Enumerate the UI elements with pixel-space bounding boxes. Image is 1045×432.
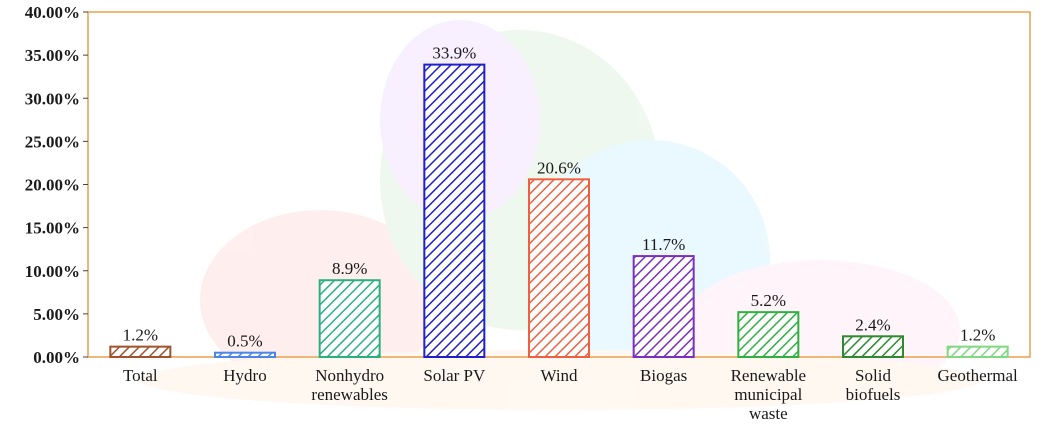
bar (528, 178, 590, 358)
x-tick-label: Geothermal (938, 366, 1019, 385)
data-label: 11.7% (642, 235, 685, 254)
y-tick-label: 25.00% (25, 132, 80, 151)
data-label: 1.2% (123, 326, 158, 345)
data-label: 1.2% (960, 326, 995, 345)
y-tick-label: 5.00% (33, 305, 80, 324)
data-label: 33.9% (432, 44, 476, 63)
data-label: 8.9% (332, 259, 367, 278)
x-tick-label: Solid (855, 366, 891, 385)
bar (946, 345, 1009, 358)
bar (737, 311, 800, 358)
y-tick-label: 40.00% (25, 3, 80, 22)
y-tick-label: 20.00% (25, 176, 80, 195)
x-tick-label: Solar PV (423, 366, 486, 385)
x-tick-label: waste (749, 404, 788, 423)
x-tick-label: Total (123, 366, 158, 385)
bar (842, 335, 904, 358)
y-tick-label: 15.00% (25, 219, 80, 238)
bar (423, 63, 486, 359)
y-tick-label: 10.00% (25, 262, 80, 281)
labels: 1.2% Total 0.5% Hydro 8.9% Nonhydrorenewables… (123, 44, 1018, 423)
data-label: 0.5% (227, 332, 262, 351)
x-tick-label: Hydro (223, 366, 266, 385)
bar (214, 351, 276, 358)
x-tick-label: biofuels (846, 385, 901, 404)
bar (109, 345, 172, 358)
bars (109, 63, 1009, 359)
bar (632, 255, 695, 358)
data-label: 2.4% (855, 315, 890, 334)
y-tick-label: 35.00% (25, 46, 80, 65)
x-tick-label: renewables (311, 385, 387, 404)
y-tick-label: 0.00% (33, 348, 80, 367)
x-tick-label: Wind (540, 366, 578, 385)
bar (318, 279, 381, 358)
x-tick-label: municipal (734, 385, 802, 404)
x-tick-label: Biogas (640, 366, 687, 385)
x-tick-label: Renewable (731, 366, 807, 385)
data-label: 5.2% (751, 291, 786, 310)
y-tick-label: 30.00% (25, 89, 80, 108)
data-label: 20.6% (537, 158, 581, 177)
x-tick-label: Nonhydro (315, 366, 384, 385)
